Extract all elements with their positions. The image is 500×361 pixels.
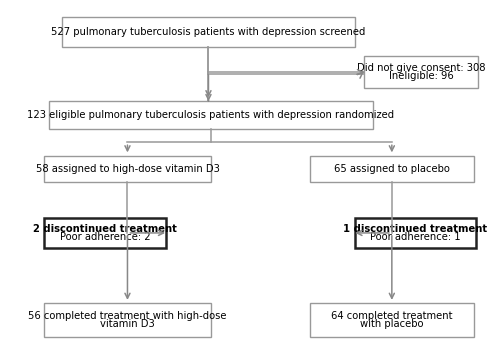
Text: 56 completed treatment with high-dose: 56 completed treatment with high-dose <box>28 311 226 321</box>
Text: with placebo: with placebo <box>360 319 424 329</box>
Text: 2 discontinued treatment: 2 discontinued treatment <box>33 224 177 234</box>
FancyBboxPatch shape <box>44 303 210 337</box>
Text: 123 eligible pulmonary tuberculosis patients with depression randomized: 123 eligible pulmonary tuberculosis pati… <box>27 110 394 120</box>
FancyBboxPatch shape <box>364 56 478 88</box>
Text: 527 pulmonary tuberculosis patients with depression screened: 527 pulmonary tuberculosis patients with… <box>52 27 366 37</box>
FancyBboxPatch shape <box>44 156 210 182</box>
FancyBboxPatch shape <box>44 218 166 248</box>
FancyBboxPatch shape <box>354 218 476 248</box>
Text: 65 assigned to placebo: 65 assigned to placebo <box>334 164 450 174</box>
Text: Did not give consent: 308: Did not give consent: 308 <box>357 63 486 73</box>
Text: Poor adherence: 1: Poor adherence: 1 <box>370 232 461 242</box>
Text: Ineligible: 96: Ineligible: 96 <box>388 71 454 81</box>
FancyBboxPatch shape <box>310 156 474 182</box>
FancyBboxPatch shape <box>48 100 372 129</box>
FancyBboxPatch shape <box>62 17 354 47</box>
Text: 64 completed treatment: 64 completed treatment <box>331 311 452 321</box>
Text: 58 assigned to high-dose vitamin D3: 58 assigned to high-dose vitamin D3 <box>36 164 220 174</box>
Text: 1 discontinued treatment: 1 discontinued treatment <box>344 224 488 234</box>
Text: Poor adherence: 2: Poor adherence: 2 <box>60 232 150 242</box>
FancyBboxPatch shape <box>310 303 474 337</box>
Text: vitamin D3: vitamin D3 <box>100 319 155 329</box>
